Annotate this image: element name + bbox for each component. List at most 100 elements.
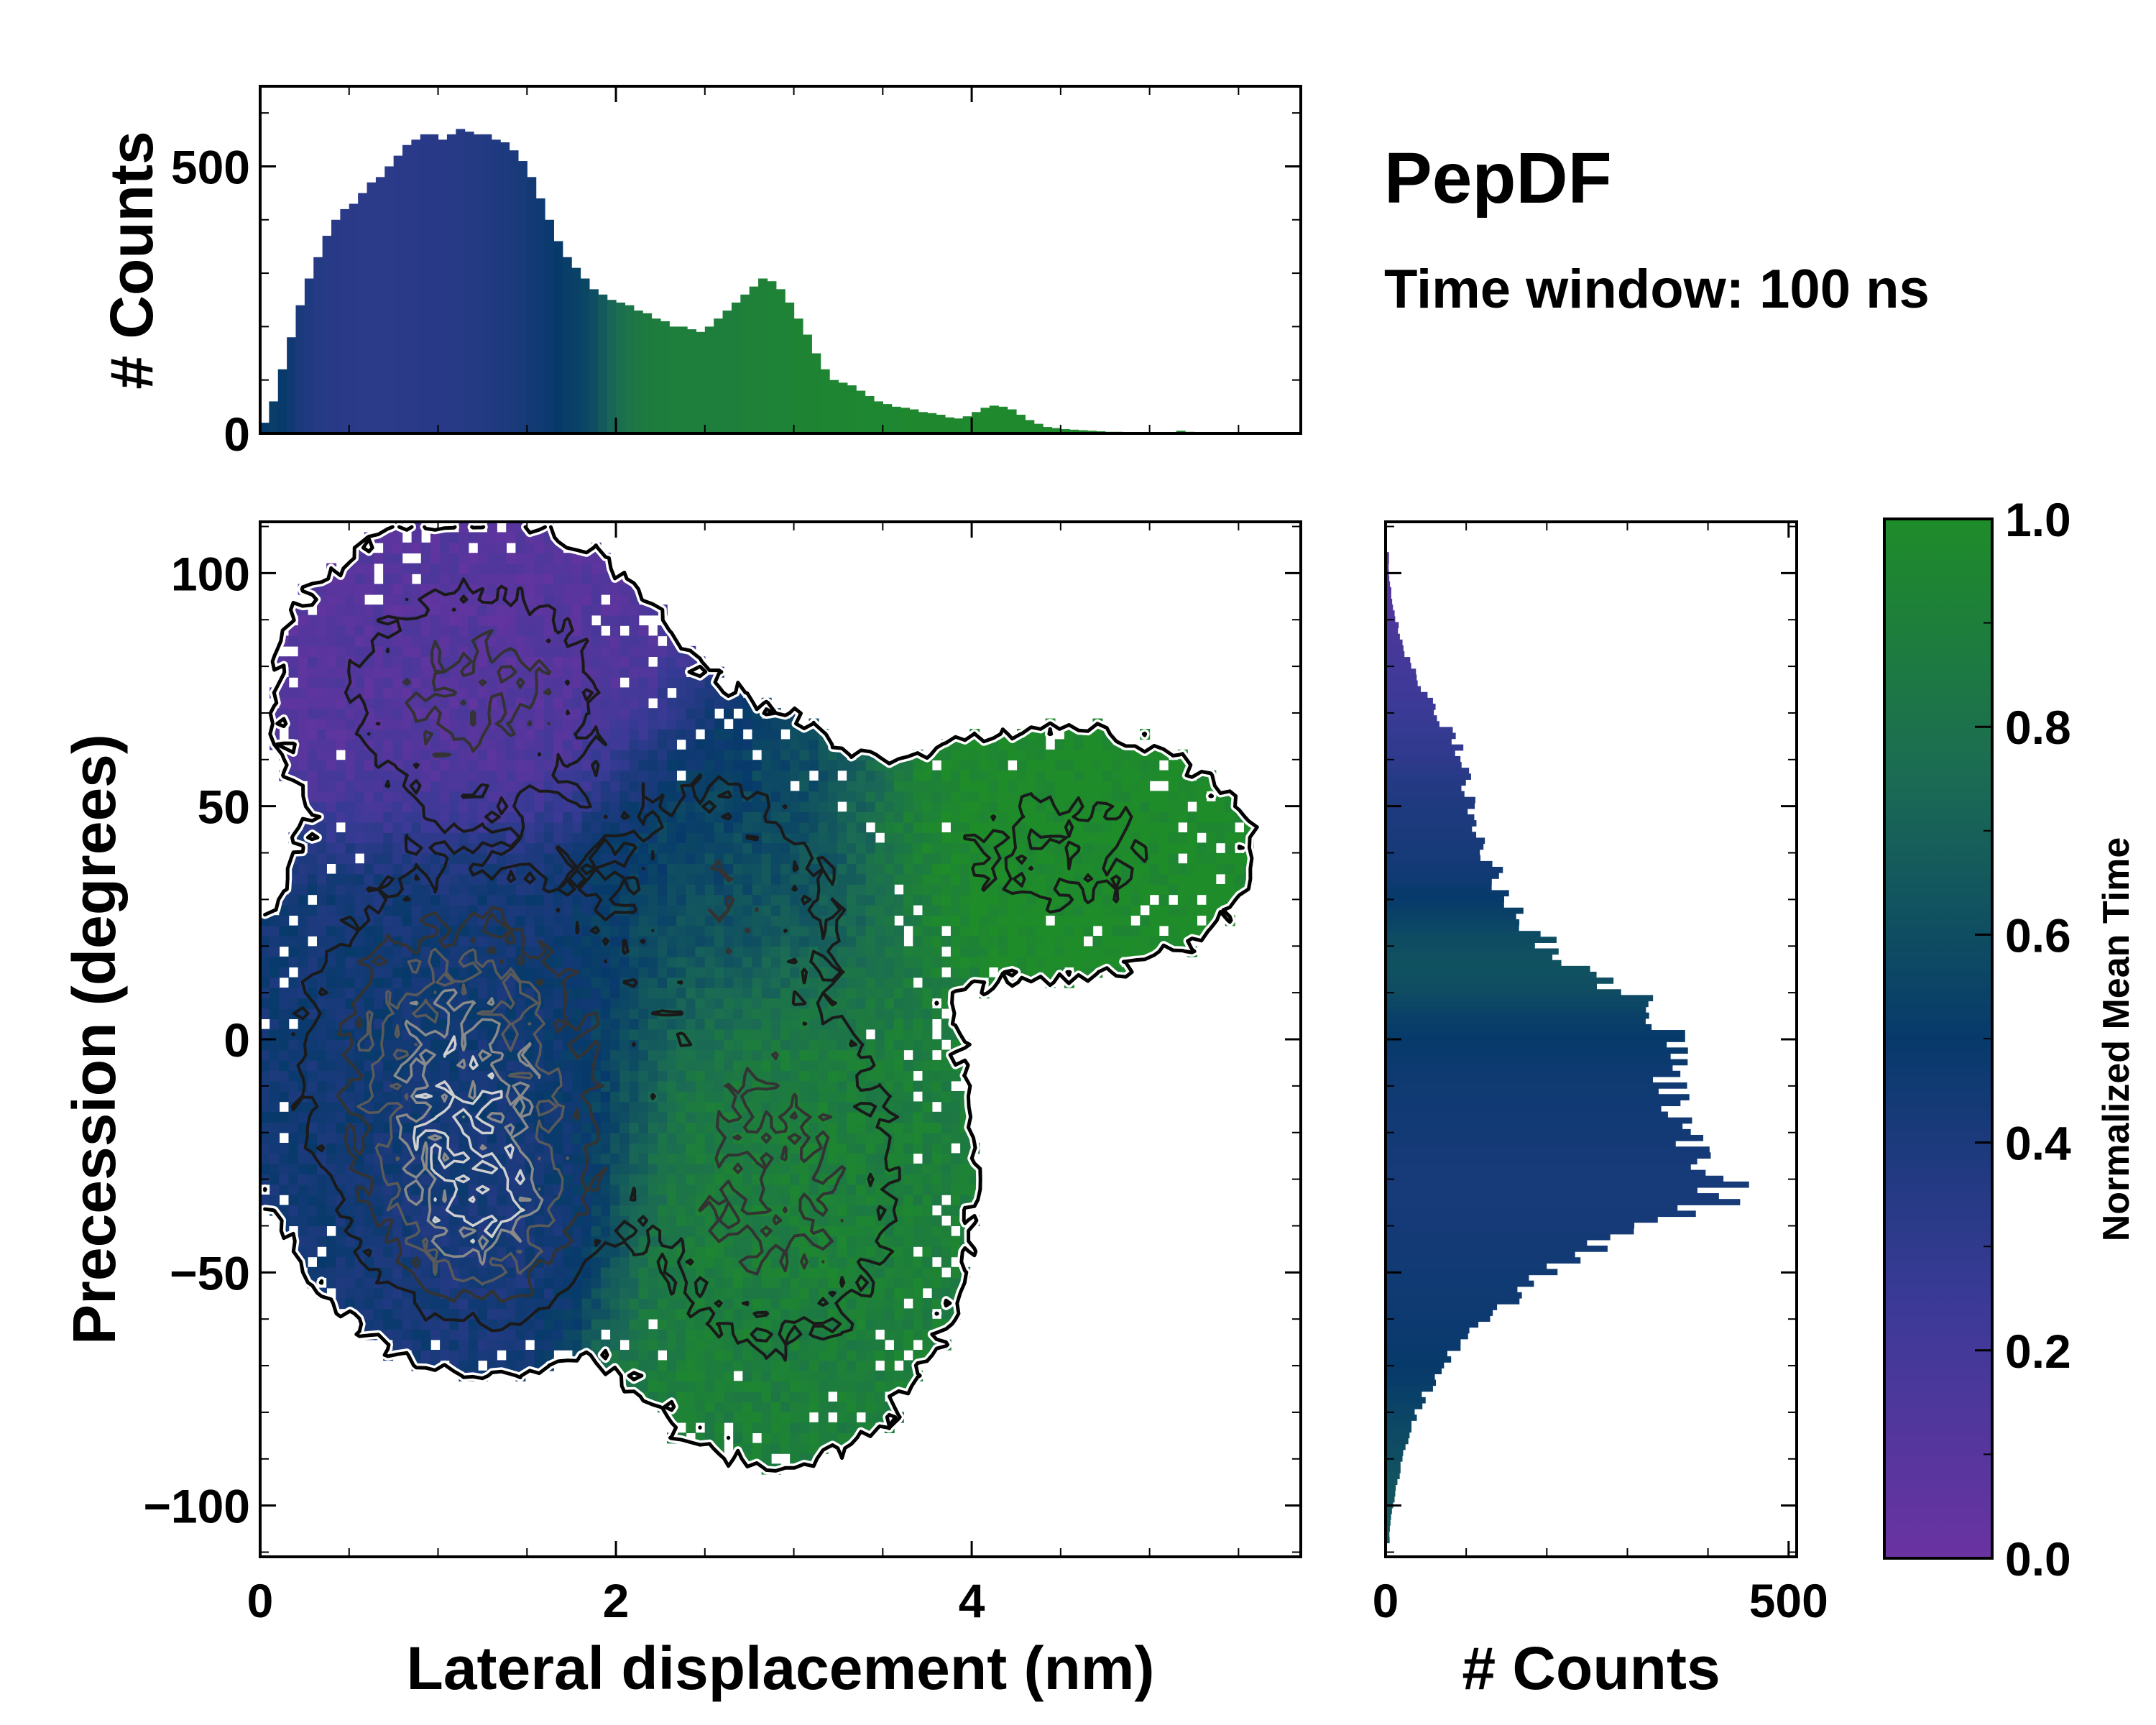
heatmap-cell bbox=[563, 1329, 573, 1340]
heatmap-cell bbox=[704, 1163, 715, 1174]
heatmap-cell bbox=[856, 1008, 867, 1019]
heatmap-cell bbox=[392, 956, 403, 967]
heatmap-cell bbox=[572, 946, 583, 957]
heatmap-cell bbox=[364, 1308, 374, 1320]
heatmap-cell bbox=[724, 1266, 734, 1278]
heatmap-cell bbox=[998, 811, 1008, 823]
heatmap-cell bbox=[875, 998, 885, 1009]
heatmap-cell bbox=[610, 967, 621, 978]
heatmap-cell bbox=[941, 811, 952, 823]
heatmap-cell bbox=[316, 936, 327, 947]
heatmap-cell bbox=[591, 1298, 602, 1310]
heatmap-cell bbox=[1092, 956, 1103, 967]
heatmap-cell bbox=[875, 1266, 885, 1278]
heatmap-cell bbox=[799, 925, 810, 937]
heatmap-cell bbox=[600, 1298, 611, 1310]
heatmap-cell bbox=[449, 1080, 460, 1092]
heatmap-cell bbox=[837, 842, 847, 854]
heatmap-cell bbox=[790, 977, 801, 988]
heatmap-cell bbox=[676, 1018, 687, 1030]
heatmap-cell bbox=[298, 1111, 308, 1123]
heatmap-cell bbox=[459, 1184, 469, 1195]
heatmap-cell bbox=[714, 977, 724, 988]
heatmap-cell bbox=[553, 1132, 564, 1144]
heatmap-cell bbox=[373, 1008, 384, 1019]
top-histogram-bar bbox=[349, 203, 359, 433]
heatmap-cell bbox=[686, 1111, 696, 1123]
heatmap-cell bbox=[931, 1318, 942, 1330]
heatmap-cell bbox=[960, 873, 971, 885]
heatmap-cell bbox=[667, 915, 677, 926]
heatmap-cell bbox=[827, 1308, 838, 1320]
heatmap-cell bbox=[875, 1029, 885, 1040]
heatmap-cell bbox=[288, 1205, 299, 1216]
heatmap-cell bbox=[581, 1122, 592, 1133]
heatmap-cell bbox=[1187, 822, 1197, 833]
heatmap-cell bbox=[506, 1339, 517, 1351]
heatmap-cell bbox=[336, 1153, 346, 1164]
top-histogram-bar bbox=[1015, 414, 1026, 433]
heatmap-cell bbox=[960, 956, 971, 967]
heatmap-cell bbox=[638, 1236, 649, 1247]
heatmap-cell bbox=[307, 988, 318, 999]
heatmap-cell bbox=[1187, 863, 1197, 875]
heatmap-cell bbox=[364, 822, 374, 833]
heatmap-cell bbox=[657, 1370, 668, 1381]
heatmap-cell bbox=[1197, 822, 1207, 833]
heatmap-cell bbox=[865, 956, 876, 967]
heatmap-cell bbox=[714, 998, 724, 1009]
heatmap-cell bbox=[1007, 791, 1018, 802]
heatmap-cell bbox=[1168, 781, 1179, 792]
heatmap-cell bbox=[260, 1059, 270, 1071]
heatmap-cell bbox=[903, 822, 914, 833]
heatmap-cell bbox=[648, 977, 658, 988]
heatmap-cell bbox=[298, 956, 308, 967]
heatmap-cell bbox=[1007, 781, 1018, 792]
heatmap-cell bbox=[468, 770, 479, 781]
heatmap-cell bbox=[1120, 781, 1131, 792]
heatmap-cell bbox=[497, 1205, 507, 1216]
top-histogram-bar bbox=[375, 177, 385, 434]
heatmap-cell bbox=[336, 1256, 346, 1268]
heatmap-cell bbox=[931, 873, 942, 885]
heatmap-cell bbox=[922, 1049, 933, 1061]
heatmap-cell bbox=[847, 1381, 857, 1392]
heatmap-cell bbox=[638, 842, 649, 854]
heatmap-cell bbox=[629, 1132, 640, 1144]
heatmap-cell bbox=[298, 760, 308, 771]
heatmap-cell bbox=[572, 936, 583, 947]
heatmap-cell bbox=[1054, 770, 1065, 781]
heatmap-cell bbox=[742, 988, 753, 999]
heatmap-cell bbox=[648, 760, 658, 771]
heatmap-cell bbox=[345, 884, 356, 896]
heatmap-cell bbox=[581, 977, 592, 988]
heatmap-cell bbox=[307, 904, 318, 916]
heatmap-cell bbox=[790, 946, 801, 957]
heatmap-cell bbox=[903, 1277, 914, 1289]
heatmap-cell bbox=[610, 1132, 621, 1144]
heatmap-cell bbox=[960, 863, 971, 875]
top-histogram-bar bbox=[704, 326, 714, 433]
heatmap-cell bbox=[752, 884, 763, 896]
heatmap-cell bbox=[657, 1360, 668, 1371]
heatmap-cell bbox=[714, 1091, 724, 1103]
heatmap-cells bbox=[260, 522, 1254, 1475]
top-histogram-bar bbox=[918, 412, 928, 433]
heatmap-cell bbox=[761, 1443, 772, 1454]
heatmap-cell bbox=[856, 1184, 867, 1195]
heatmap-cell bbox=[279, 1143, 290, 1154]
heatmap-cell bbox=[1074, 915, 1084, 926]
heatmap-cell bbox=[316, 791, 327, 802]
heatmap-cell bbox=[922, 936, 933, 947]
heatmap-cell bbox=[733, 1122, 744, 1133]
top-histogram-bars bbox=[260, 129, 1195, 434]
heatmap-cell bbox=[553, 1059, 564, 1071]
heatmap-cell bbox=[1026, 801, 1037, 812]
heatmap-cell bbox=[581, 1266, 592, 1278]
top-histogram-bar bbox=[758, 278, 768, 433]
heatmap-cell bbox=[506, 1205, 517, 1216]
heatmap-cell bbox=[487, 1308, 497, 1320]
heatmap-cell bbox=[610, 1018, 621, 1030]
heatmap-cell bbox=[648, 1111, 658, 1123]
heatmap-cell bbox=[686, 1266, 696, 1278]
